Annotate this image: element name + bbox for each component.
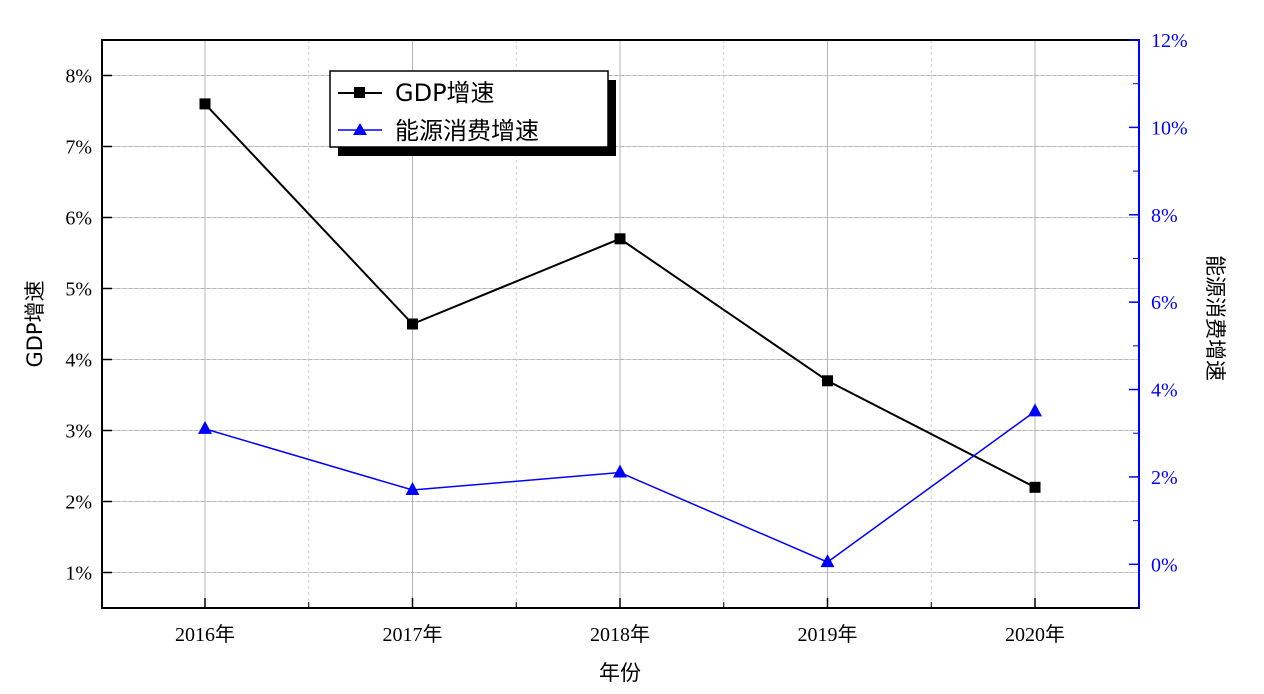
left-tick-label: 4% — [65, 350, 92, 372]
x-tick-label: 2016年 — [175, 623, 235, 646]
data-point-energy — [1028, 403, 1042, 417]
right-tick-label: 0% — [1151, 554, 1178, 576]
right-tick-label: 8% — [1151, 205, 1178, 227]
right-tick-label: 10% — [1151, 117, 1188, 139]
left-tick-label: 3% — [65, 421, 92, 443]
left-tick-label: 1% — [65, 563, 92, 585]
legend-energy-marker — [353, 123, 367, 135]
left-tick-label: 6% — [65, 208, 92, 230]
right-tick-label: 6% — [1151, 292, 1178, 314]
series-layer — [198, 98, 1042, 568]
left-axis-title: GDP增速 — [23, 280, 47, 367]
data-point-gdp — [822, 375, 833, 387]
data-point-energy — [820, 554, 835, 568]
legend: GDP增速 能源消费增速 — [329, 70, 616, 156]
right-tick-label: 2% — [1151, 467, 1178, 489]
right-tick-label: 4% — [1151, 380, 1178, 402]
legend-box — [329, 70, 609, 148]
left-tick-label: 2% — [65, 492, 92, 514]
legend-gdp-label: GDP增速 — [395, 79, 495, 107]
grid — [102, 40, 1140, 608]
right-axis: 0% 2% 4% 6% 8% 10% 12% — [1129, 30, 1188, 609]
data-point-gdp — [614, 233, 626, 245]
data-point-energy — [613, 464, 627, 478]
x-tick-label: 2018年 — [590, 623, 650, 646]
legend-gdp-marker — [354, 87, 365, 98]
left-axis: 1% 2% 3% 4% 5% 6% 7% 8% — [65, 66, 112, 585]
right-tick-label: 12% — [1151, 30, 1188, 52]
x-tick-label: 2019年 — [798, 623, 858, 646]
left-tick-label: 7% — [65, 137, 92, 159]
x-axis-title: 年份 — [599, 661, 641, 685]
x-axis: 2016年 2017年 2018年 2019年 2020年 — [175, 598, 1140, 646]
left-tick-label: 8% — [65, 66, 92, 88]
right-axis-title: 能源消费增速 — [1203, 255, 1227, 381]
legend-energy-label: 能源消费增速 — [395, 117, 539, 145]
x-tick-label: 2020年 — [1005, 623, 1065, 646]
x-tick-label: 2017年 — [383, 623, 443, 646]
data-point-energy — [405, 482, 420, 496]
data-point-energy — [198, 420, 212, 434]
data-point-gdp — [1029, 481, 1041, 493]
data-point-gdp — [407, 318, 418, 330]
data-point-gdp — [199, 98, 211, 110]
left-tick-label: 5% — [65, 279, 92, 301]
